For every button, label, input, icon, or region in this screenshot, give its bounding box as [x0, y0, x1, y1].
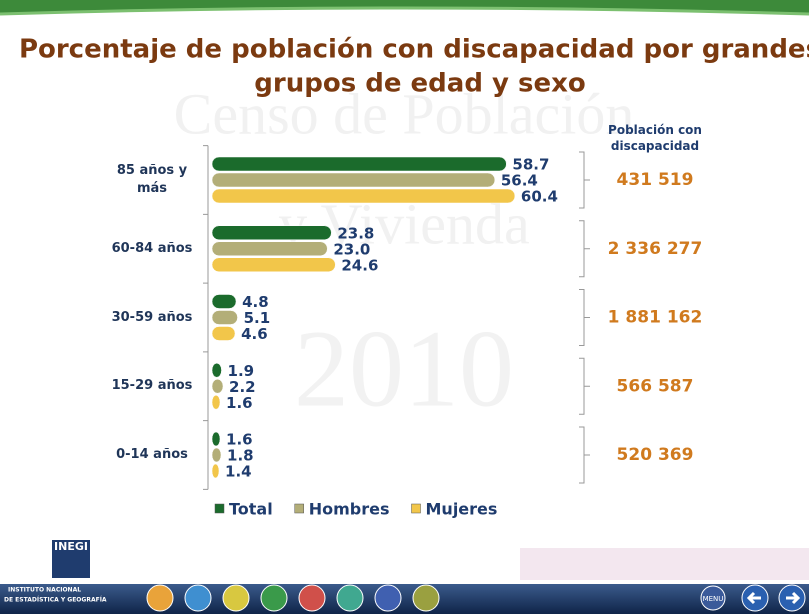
institute-name: INSTITUTO NACIONAL — [8, 587, 81, 594]
bar — [212, 327, 235, 341]
bar — [212, 242, 327, 256]
nav-icon[interactable] — [223, 585, 249, 611]
bar — [212, 173, 495, 187]
footer-bar — [0, 584, 809, 614]
bracket — [579, 358, 590, 414]
nav-icon[interactable] — [337, 585, 363, 611]
chart: Censo de Población y Vivienda 2010 Porce… — [0, 0, 809, 614]
category-label: 60-84 años — [102, 240, 202, 258]
institute-name: DE ESTADÍSTICA Y GEOGRAFÍA — [4, 596, 107, 604]
menu-label: MENU — [703, 595, 724, 603]
slide: Censo de Población y Vivienda 2010 Porce… — [0, 0, 809, 614]
bar — [212, 311, 238, 325]
title-line: grupos de edad y sexo — [254, 69, 585, 99]
logo-text: INEGI — [54, 540, 88, 553]
total-label: 2 336 277 — [608, 239, 703, 259]
bar — [212, 258, 335, 272]
bracket — [579, 152, 590, 208]
total-label: 566 587 — [617, 376, 694, 396]
value-label: 24.6 — [341, 256, 378, 274]
legend-label: Total — [229, 500, 273, 519]
total-label: 520 369 — [617, 445, 694, 465]
value-label: 1.4 — [225, 463, 252, 481]
total-label: 1 881 162 — [608, 308, 703, 328]
nav-icon[interactable] — [185, 585, 211, 611]
category-label: 0-14 años — [102, 446, 202, 464]
value-label: 60.4 — [521, 188, 558, 206]
bracket — [579, 427, 590, 483]
category-label: 30-59 años — [102, 309, 202, 327]
bar — [212, 395, 220, 409]
title-line: Porcentaje de población con discapacidad… — [19, 35, 809, 65]
bar — [212, 226, 331, 240]
value-label: 1.6 — [226, 394, 253, 412]
category-label: 85 años y más — [112, 162, 192, 198]
bar — [212, 464, 219, 478]
column-header: Población con discapacidad — [600, 122, 710, 154]
people-decoration — [520, 548, 809, 580]
nav-icon[interactable] — [299, 585, 325, 611]
bar — [212, 379, 223, 393]
bar — [212, 157, 506, 171]
bracket — [579, 221, 590, 277]
total-label: 431 519 — [617, 170, 694, 190]
nav-icon[interactable] — [413, 585, 439, 611]
people-strip — [520, 548, 809, 580]
legend-swatch — [295, 504, 304, 513]
category-label: 15-29 años — [102, 377, 202, 395]
legend-label: Hombres — [309, 500, 390, 519]
nav-icon[interactable] — [375, 585, 401, 611]
bracket — [579, 290, 590, 346]
nav-icon[interactable] — [261, 585, 287, 611]
bar — [212, 189, 515, 203]
value-label: 4.6 — [241, 325, 268, 343]
legend-swatch — [215, 504, 224, 513]
nav-icon[interactable] — [147, 585, 173, 611]
legend-label: Mujeres — [426, 500, 498, 519]
legend-swatch — [412, 504, 421, 513]
bar — [212, 363, 222, 377]
bar — [212, 448, 221, 462]
bar — [212, 295, 236, 309]
watermark: 2010 — [294, 307, 514, 429]
bar — [212, 432, 220, 446]
